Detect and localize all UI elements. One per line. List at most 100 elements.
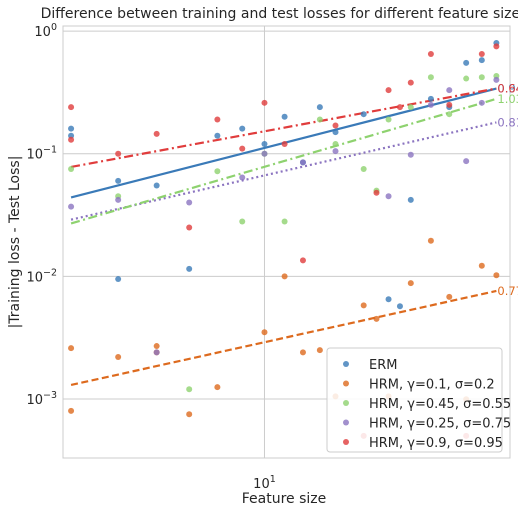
y-tick-label-0: 10−3 (26, 390, 57, 408)
series-0-point-20 (478, 57, 485, 64)
series-4-point-5 (214, 116, 221, 123)
series-2-point-9 (360, 166, 367, 173)
series-2-point-6 (281, 218, 288, 225)
series-2-point-2 (186, 386, 193, 393)
series-0-point-17 (427, 95, 434, 102)
series-4-point-1 (68, 136, 75, 143)
series-2-point-14 (446, 111, 453, 118)
series-3-point-1 (115, 196, 122, 203)
x-tick-labels: 101 (253, 474, 276, 492)
series-0-point-13 (360, 111, 367, 118)
series-0-point-12 (332, 129, 339, 136)
series-4-point-2 (115, 150, 122, 157)
series-2-point-7 (316, 116, 323, 123)
series-0-point-11 (316, 104, 323, 111)
legend-label-4: HRM, γ=0.9, σ=0.95 (369, 436, 503, 451)
series-0-point-7 (239, 125, 246, 132)
series-4-point-10 (332, 122, 339, 129)
series-0-point-0 (68, 125, 75, 132)
series-2-point-8 (332, 140, 339, 147)
legend-marker-1 (343, 380, 349, 387)
legend-label-2: HRM, γ=0.45, σ=0.55 (369, 397, 511, 412)
series-4-fit-line (70, 87, 497, 169)
series-0-point-15 (396, 303, 403, 310)
series-3-point-2 (153, 349, 160, 356)
series-4-point-9 (299, 257, 306, 264)
series-1-point-6 (214, 384, 221, 391)
fit-end-labels: 0.94 0.77 1.03 0.81 0.64 (497, 82, 518, 298)
legend-label-0: ERM (369, 358, 397, 373)
series-3-point-14 (493, 76, 500, 83)
series-0-point-2 (115, 276, 122, 283)
series-1-fit-line (70, 289, 497, 387)
series-4-point-14 (396, 104, 403, 111)
series-1-point-2 (115, 353, 122, 360)
series-4-point-13 (385, 87, 392, 94)
series-4-point-19 (478, 51, 485, 58)
x-axis-label: Feature size (242, 491, 327, 507)
legend-label-1: HRM, γ=0.1, σ=0.2 (369, 378, 495, 393)
series-4-point-3 (153, 130, 160, 137)
series-3-point-11 (446, 87, 453, 94)
series-1-point-12 (360, 302, 367, 309)
series-2-point-4 (239, 218, 246, 225)
series-0-point-4 (153, 182, 160, 189)
legend-label-3: HRM, γ=0.25, σ=0.75 (369, 417, 511, 432)
series-3-point-10 (427, 101, 434, 108)
series-2-point-3 (214, 168, 221, 175)
series-4-point-17 (446, 101, 453, 108)
legend-marker-4 (343, 439, 349, 445)
series-3-point-12 (463, 158, 470, 165)
series-1-point-3 (153, 343, 160, 350)
series-4-point-12 (373, 189, 380, 196)
series-0-end-label: 0.94 (497, 82, 518, 96)
y-tick-label-1: 10−2 (26, 267, 57, 285)
series-4-point-16 (427, 51, 434, 58)
y-axis-label: |Training loss - Test Loss| (7, 156, 23, 329)
y-tick-labels: 10−3 10−2 10−1 100 (26, 22, 57, 408)
series-1-point-13 (373, 315, 380, 322)
series-3-point-5 (261, 150, 268, 157)
series-3-point-0 (68, 203, 75, 210)
series-1-point-9 (299, 349, 306, 356)
series-3-point-8 (385, 193, 392, 200)
series-2-fit-line (70, 97, 497, 225)
series-0-points (68, 39, 500, 310)
series-1-point-17 (446, 293, 453, 300)
series-3-point-3 (186, 199, 193, 206)
y-tick-label-2: 10−1 (26, 145, 57, 163)
series-1-point-0 (68, 345, 75, 352)
series-1-point-5 (186, 411, 193, 418)
legend: ERM HRM, γ=0.1, σ=0.2 HRM, γ=0.45, σ=0.55 H… (326, 347, 511, 453)
legend-marker-3 (343, 419, 349, 426)
series-2-point-12 (407, 104, 414, 111)
series-3-end-label: 0.81 (497, 115, 518, 129)
series-0-point-19 (463, 59, 470, 66)
series-0-point-8 (261, 140, 268, 147)
series-0-point-9 (281, 113, 288, 120)
y-tick-label-3: 100 (34, 22, 57, 40)
series-0-point-14 (385, 296, 392, 303)
series-3-point-4 (239, 174, 246, 181)
series-3-point-6 (299, 159, 306, 166)
series-3-points (68, 76, 500, 356)
series-2-end-label: 1.03 (497, 92, 518, 106)
series-1-point-16 (427, 237, 434, 244)
series-3-point-9 (407, 151, 414, 158)
series-1-point-19 (478, 262, 485, 269)
data-points (68, 39, 500, 439)
legend-marker-0 (343, 361, 349, 367)
series-4-point-0 (68, 104, 75, 111)
series-4-point-8 (281, 140, 288, 147)
series-4-point-20 (493, 43, 500, 50)
series-1-point-1 (68, 407, 75, 414)
series-1-point-15 (407, 280, 414, 287)
series-4-point-4 (186, 224, 193, 231)
chart-title: Difference between training and test los… (41, 6, 518, 22)
series-2-point-16 (478, 74, 485, 81)
series-0-point-6 (214, 132, 221, 139)
series-4-point-6 (239, 145, 246, 152)
series-2-points (68, 73, 500, 393)
x-tick-label-0: 101 (253, 474, 276, 492)
